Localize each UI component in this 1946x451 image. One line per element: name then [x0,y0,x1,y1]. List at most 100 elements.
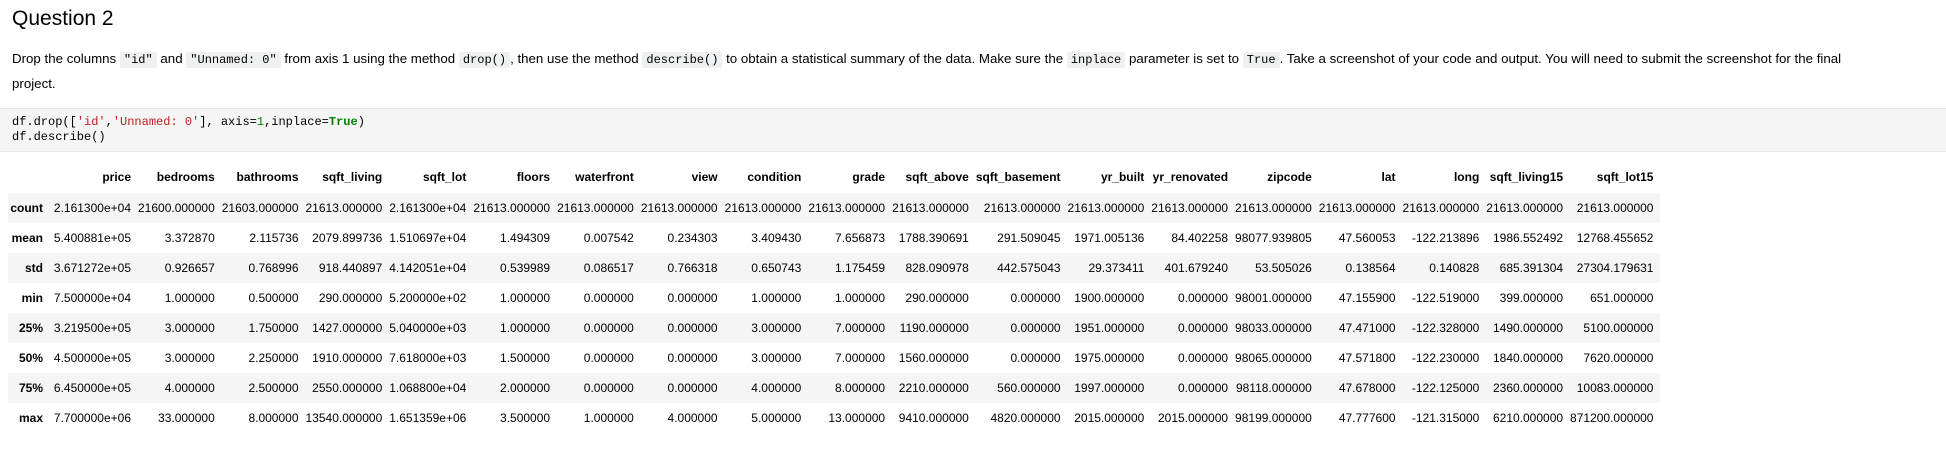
table-row: 75% 6.450000e+05 4.000000 2.500000 2550.0000… [8,373,1661,403]
column-header: view [691,170,718,184]
table-cell: 33.000000 [158,411,215,425]
column-header: yr_renovated [1152,170,1229,184]
table-cell: 871200.000000 [1570,411,1654,425]
table-cell: 4.500000e+05 [53,351,131,365]
table-row: 25% 3.219500e+05 3.000000 1.750000 1427.0000… [8,313,1661,343]
table-cell: 0.000000 [1177,351,1229,365]
table-cell: 290.000000 [905,291,969,305]
table-cell: 2.115736 [249,231,299,245]
table-cell: 47.155900 [1338,291,1396,305]
table-cell: 651.000000 [1590,291,1654,305]
table-cell: 0.926657 [164,261,215,275]
table-cell: 0.000000 [1010,291,1061,305]
table-row: min 7.500000e+04 1.000000 0.500000 290.00000… [8,283,1660,313]
table-cell: 1560.000000 [898,351,969,365]
table-cell: 21613.000000 [1576,201,1654,215]
table-cell: 2079.899736 [312,231,383,245]
table-cell: 0.000000 [583,381,634,395]
table-cell: 21600.000000 [138,201,215,215]
table-cell: -122.328000 [1411,321,1480,335]
table-row: mean 5.400881e+05 3.372870 2.115736 2079.899… [8,223,1660,253]
table-cell: 47.471000 [1338,321,1396,335]
table-row: max 7.700000e+06 33.000000 8.000000 13540.00… [8,403,1660,433]
table-cell: 98033.000000 [1235,321,1312,335]
table-cell: 1986.552492 [1492,231,1564,245]
code-editor[interactable]: df.drop(['id','Unnamed: 0'], axis=1,inpl… [0,109,1946,145]
code-cell[interactable]: df.drop(['id','Unnamed: 0'], axis=1,inpl… [0,108,1946,152]
code-line-2: df.describe() [12,130,106,144]
table-cell: 6.450000e+05 [53,381,131,395]
table-cell: 0.000000 [583,351,634,365]
table-cell: -122.230000 [1411,351,1480,365]
table-cell: 3.000000 [164,321,215,335]
table-cell: 1788.390691 [898,231,969,245]
row-index-label: count [10,201,43,215]
code-number: 1 [256,115,265,129]
table-row: 50% 4.500000e+05 3.000000 2.250000 1910.0000… [8,343,1660,373]
column-header: long [1453,170,1480,184]
table-cell: 4.000000 [164,381,215,395]
table-cell: -122.125000 [1411,381,1480,395]
table-cell: 4820.000000 [990,411,1061,425]
column-header: waterfront [575,170,634,184]
table-cell: 2360.000000 [1492,381,1564,395]
table-cell: 7.000000 [835,321,886,335]
table-cell: 1190.000000 [899,321,969,335]
table-cell: 21613.000000 [1486,201,1564,215]
describe-output-table: price bedrooms bathrooms sqft_living sqft_lo… [8,161,1661,433]
table-cell: 8.000000 [835,381,886,395]
table-cell: 1971.005136 [1074,231,1145,245]
inline-code-drop: drop() [458,52,511,68]
table-cell: 4.000000 [667,411,718,425]
table-cell: 7.000000 [835,351,886,365]
column-header: price [102,170,131,184]
table-cell: 3.671272e+05 [53,261,131,275]
column-header: sqft_living [322,170,383,184]
table-cell: 47.777600 [1338,411,1396,425]
table-cell: 2015.000000 [1157,411,1229,425]
table-cell: 1840.000000 [1492,351,1564,365]
table-cell: 1.000000 [500,321,551,335]
table-cell: 6210.000000 [1492,411,1564,425]
table-cell: 3.000000 [751,321,802,335]
table-cell: 401.679240 [1164,261,1229,275]
column-header: sqft_lot15 [1596,170,1654,184]
instruction-text-line2: project. [12,76,56,91]
table-cell: 0.000000 [667,351,718,365]
table-cell: 47.560053 [1338,231,1396,245]
table-cell: 4.000000 [751,381,802,395]
table-cell: 0.140828 [1429,261,1480,275]
table-cell: 0.768996 [248,261,299,275]
instruction-text: Drop the columns [12,51,120,66]
table-cell: 2.000000 [500,381,551,395]
table-cell: 98077.939805 [1235,231,1312,245]
table-cell: 399.000000 [1499,291,1564,305]
table-cell: 2210.000000 [898,381,969,395]
column-header: yr_built [1100,170,1145,184]
table-cell: 5.040000e+03 [389,321,467,335]
table-cell: 21613.000000 [1318,201,1396,215]
table-cell: 21613.000000 [557,201,634,215]
column-header: lat [1381,170,1396,184]
table-cell: 47.678000 [1338,381,1396,395]
code-keyword: True [328,115,358,129]
table-cell: 13540.000000 [305,411,383,425]
table-cell: 0.000000 [583,291,634,305]
inline-code-id: "id" [119,52,157,68]
table-cell: 21613.000000 [473,201,551,215]
table-cell: 1.068800e+04 [389,381,467,395]
row-index-label: mean [11,231,43,245]
table-cell: 1.175459 [835,261,886,275]
instruction-text: , then use the method [510,51,643,66]
table-cell: 0.000000 [667,291,718,305]
table-cell: 828.090978 [905,261,969,275]
instruction-paragraph: Drop the columns "id" and "Unnamed: 0" f… [12,47,1946,96]
table-cell: 21613.000000 [1067,201,1145,215]
table-cell: 1.000000 [583,411,634,425]
row-index-label: 75% [18,381,43,395]
table-cell: 1.000000 [835,291,886,305]
instruction-text: from axis 1 using the method [280,51,459,66]
table-cell: 10083.000000 [1576,381,1654,395]
table-cell: 0.000000 [583,321,634,335]
table-cell: 1.000000 [751,291,802,305]
